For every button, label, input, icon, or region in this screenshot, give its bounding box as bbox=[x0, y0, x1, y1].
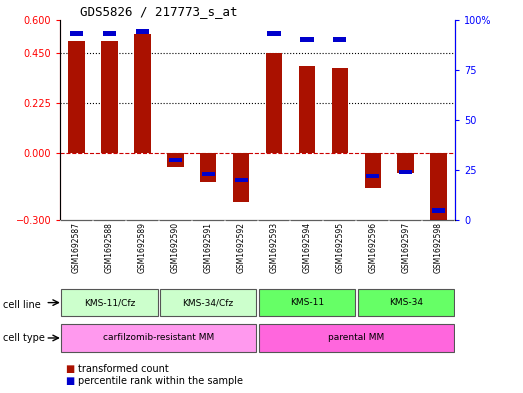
Text: GSM1692592: GSM1692592 bbox=[236, 222, 246, 273]
Text: cell type: cell type bbox=[3, 333, 44, 343]
Bar bbox=[169, 158, 182, 162]
Text: carfilzomib-resistant MM: carfilzomib-resistant MM bbox=[103, 334, 214, 342]
Bar bbox=[332, 68, 348, 153]
Bar bbox=[233, 153, 249, 202]
Bar bbox=[103, 31, 116, 36]
Text: KMS-34: KMS-34 bbox=[389, 298, 423, 307]
Bar bbox=[62, 289, 157, 316]
Text: GSM1692589: GSM1692589 bbox=[138, 222, 147, 273]
Text: GDS5826 / 217773_s_at: GDS5826 / 217773_s_at bbox=[80, 6, 237, 18]
Bar bbox=[366, 174, 379, 178]
Text: KMS-11: KMS-11 bbox=[290, 298, 324, 307]
Bar bbox=[200, 153, 217, 182]
Text: ■: ■ bbox=[65, 376, 75, 386]
Text: GSM1692587: GSM1692587 bbox=[72, 222, 81, 273]
Bar bbox=[136, 29, 149, 34]
Bar bbox=[358, 289, 453, 316]
Bar bbox=[267, 31, 281, 36]
Bar bbox=[167, 153, 184, 167]
Bar bbox=[432, 208, 445, 213]
Bar bbox=[160, 289, 256, 316]
Bar bbox=[259, 289, 355, 316]
Bar bbox=[399, 169, 412, 174]
Text: GSM1692594: GSM1692594 bbox=[302, 222, 311, 273]
Text: GSM1692595: GSM1692595 bbox=[335, 222, 344, 273]
Text: KMS-34/Cfz: KMS-34/Cfz bbox=[183, 298, 234, 307]
Bar bbox=[101, 41, 118, 153]
Bar bbox=[299, 66, 315, 153]
Bar bbox=[259, 324, 453, 352]
Bar bbox=[397, 153, 414, 173]
Text: cell line: cell line bbox=[3, 299, 40, 310]
Bar bbox=[69, 41, 85, 153]
Text: percentile rank within the sample: percentile rank within the sample bbox=[78, 376, 243, 386]
Text: transformed count: transformed count bbox=[78, 364, 169, 373]
Bar bbox=[134, 34, 151, 153]
Bar bbox=[430, 153, 447, 224]
Bar bbox=[333, 37, 346, 42]
Text: KMS-11/Cfz: KMS-11/Cfz bbox=[84, 298, 135, 307]
Text: GSM1692598: GSM1692598 bbox=[434, 222, 443, 273]
Text: parental MM: parental MM bbox=[328, 334, 384, 342]
Bar bbox=[365, 153, 381, 188]
Bar bbox=[70, 31, 83, 36]
Bar bbox=[234, 178, 248, 182]
Text: ■: ■ bbox=[65, 364, 75, 373]
Text: GSM1692588: GSM1692588 bbox=[105, 222, 114, 273]
Bar bbox=[300, 37, 313, 42]
Bar bbox=[266, 53, 282, 153]
Text: GSM1692590: GSM1692590 bbox=[171, 222, 180, 273]
Text: GSM1692591: GSM1692591 bbox=[204, 222, 213, 273]
Bar bbox=[62, 324, 256, 352]
Text: GSM1692596: GSM1692596 bbox=[368, 222, 377, 273]
Text: GSM1692593: GSM1692593 bbox=[269, 222, 279, 273]
Text: GSM1692597: GSM1692597 bbox=[401, 222, 410, 273]
Bar bbox=[202, 171, 215, 176]
